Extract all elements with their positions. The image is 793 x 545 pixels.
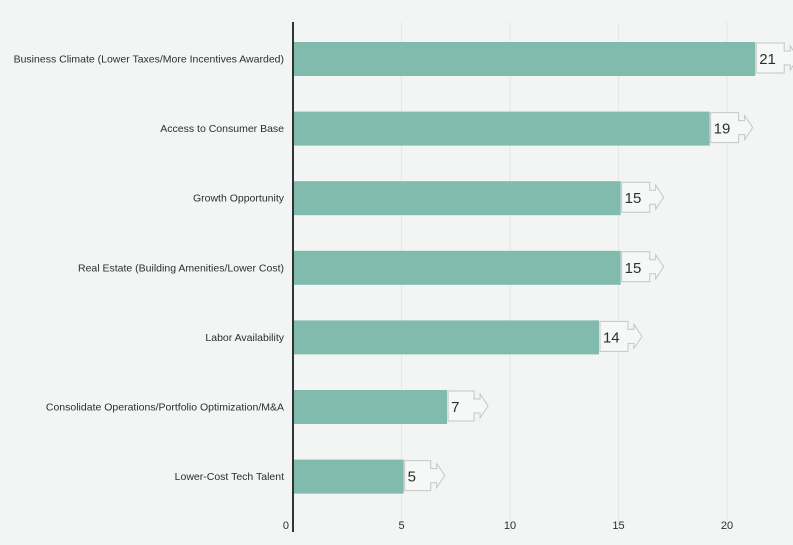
x-axis-ticks: 0 5 10 15 20 bbox=[283, 520, 733, 532]
bars bbox=[293, 42, 756, 494]
bar bbox=[293, 111, 710, 146]
data-label: 14 bbox=[603, 329, 620, 346]
data-label: 21 bbox=[759, 51, 776, 68]
category-label: Real Estate (Building Amenities/Lower Co… bbox=[78, 262, 284, 274]
x-tick-label: 10 bbox=[504, 520, 516, 532]
bar bbox=[293, 320, 599, 355]
data-label: 5 bbox=[408, 469, 416, 486]
data-label-callout bbox=[710, 112, 754, 144]
bar bbox=[293, 390, 448, 424]
x-tick-label: 15 bbox=[612, 520, 624, 532]
bar bbox=[293, 250, 621, 285]
category-label: Labor Availability bbox=[205, 332, 284, 344]
bar bbox=[293, 181, 621, 216]
data-label-callout bbox=[621, 181, 665, 213]
data-label: 19 bbox=[714, 121, 731, 138]
x-tick-label: 5 bbox=[398, 520, 404, 532]
data-label-callout bbox=[599, 320, 643, 352]
data-label-callout bbox=[447, 390, 489, 422]
category-label: Consolidate Operations/Portfolio Optimiz… bbox=[46, 402, 284, 414]
x-tick-label: 0 bbox=[283, 520, 289, 532]
category-label: Access to Consumer Base bbox=[160, 123, 284, 135]
x-tick-label: 20 bbox=[721, 520, 733, 532]
bar bbox=[293, 42, 756, 76]
bar bbox=[293, 459, 404, 494]
data-label: 15 bbox=[625, 190, 642, 207]
data-label-callout bbox=[621, 251, 665, 283]
category-label: Lower-Cost Tech Talent bbox=[175, 471, 284, 483]
data-label-callout bbox=[755, 42, 793, 74]
category-label: Growth Opportunity bbox=[193, 193, 285, 205]
data-labels: 21 19 15 15 14 7 5 bbox=[404, 42, 793, 492]
data-label: 7 bbox=[451, 399, 459, 416]
data-label: 15 bbox=[625, 260, 642, 277]
category-labels: Business Climate (Lower Taxes/More Incen… bbox=[14, 54, 285, 484]
category-label: Business Climate (Lower Taxes/More Incen… bbox=[14, 54, 284, 66]
data-label-callout bbox=[404, 460, 446, 492]
